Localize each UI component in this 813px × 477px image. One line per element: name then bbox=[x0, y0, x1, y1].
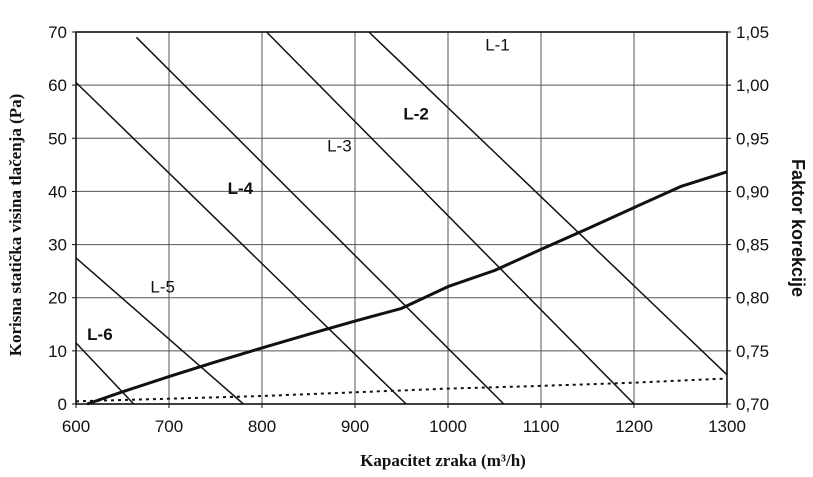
x-tick-label: 900 bbox=[341, 417, 369, 436]
y-tick-label: 0 bbox=[58, 395, 67, 414]
y-tick-label: 30 bbox=[48, 236, 67, 255]
y-tick-label: 40 bbox=[48, 182, 67, 201]
plot-frame bbox=[75, 31, 728, 405]
x-tick-label: 600 bbox=[62, 417, 90, 436]
series-line-l-4 bbox=[75, 81, 407, 405]
y2-tick-label: 1,05 bbox=[736, 23, 769, 42]
label-l-4: L-4 bbox=[228, 179, 254, 198]
series-line-l-1 bbox=[368, 31, 728, 376]
y-axis-ticks: 0 10 20 30 40 50 60 70 bbox=[48, 23, 76, 414]
y-tick-label: 50 bbox=[48, 129, 67, 148]
series-line-l-5 bbox=[75, 257, 244, 405]
series-layer bbox=[75, 31, 728, 406]
x-tick-label: 800 bbox=[248, 417, 276, 436]
label-l-1: L-1 bbox=[485, 36, 510, 55]
label-l-6: L-6 bbox=[87, 325, 113, 344]
y2-axis-title: Faktor korekcije bbox=[788, 159, 808, 297]
x-tick-label: 1100 bbox=[523, 417, 560, 436]
label-l-3: L-3 bbox=[327, 137, 352, 156]
y-tick-label: 70 bbox=[48, 23, 67, 42]
x-tick-label: 1200 bbox=[615, 417, 653, 436]
y2-tick-label: 0,95 bbox=[736, 129, 769, 148]
y-tick-label: 10 bbox=[48, 342, 67, 361]
series-line-l-6 bbox=[75, 342, 135, 405]
x-tick-label: 700 bbox=[155, 417, 183, 436]
x-tick-label: 1000 bbox=[429, 417, 467, 436]
y2-tick-label: 1,00 bbox=[736, 76, 769, 95]
line-labels: L-1 L-2 L-3 L-4 L-5 L-6 bbox=[87, 36, 510, 345]
x-axis-ticks: 600 700 800 900 1000 1100 1200 1300 bbox=[62, 404, 746, 436]
y-tick-label: 20 bbox=[48, 289, 67, 308]
x-axis-title: Kapacitet zraka (m³/h) bbox=[360, 451, 526, 470]
y2-tick-label: 0,90 bbox=[736, 182, 769, 201]
y2-tick-label: 0,80 bbox=[736, 289, 769, 308]
y2-tick-label: 0,70 bbox=[736, 395, 769, 414]
y2-tick-label: 0,75 bbox=[736, 342, 769, 361]
correction-factor-curve bbox=[86, 170, 728, 406]
series-line-l-2 bbox=[266, 31, 635, 405]
label-l-2: L-2 bbox=[403, 105, 429, 124]
x-tick-label: 1300 bbox=[708, 417, 746, 436]
y-axis-title: Korisna statička visina tlačenja (Pa) bbox=[6, 94, 25, 357]
y-tick-label: 60 bbox=[48, 76, 67, 95]
series-line-l-3 bbox=[135, 36, 505, 405]
label-l-5: L-5 bbox=[150, 277, 175, 296]
y2-axis-ticks: 0,70 0,75 0,80 0,85 0,90 0,95 1,00 1,05 bbox=[727, 23, 769, 414]
y2-tick-label: 0,85 bbox=[736, 236, 769, 255]
